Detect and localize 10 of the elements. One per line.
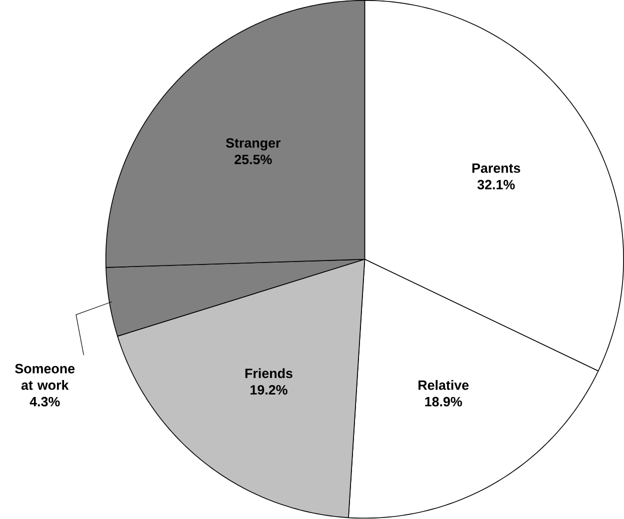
slice-label: Someone at work xyxy=(15,364,75,390)
slice-label: Friends xyxy=(245,368,292,378)
data-label: 4.3% xyxy=(30,397,60,407)
data-label: 19.2% xyxy=(250,385,288,395)
data-label: 18.9% xyxy=(425,397,462,407)
slice-label: Stranger xyxy=(226,138,281,151)
slice-label: Relative xyxy=(418,380,469,390)
data-label: 25.5% xyxy=(234,154,272,164)
slice-label: Parents xyxy=(472,164,520,174)
data-label: 32.1% xyxy=(477,180,515,190)
